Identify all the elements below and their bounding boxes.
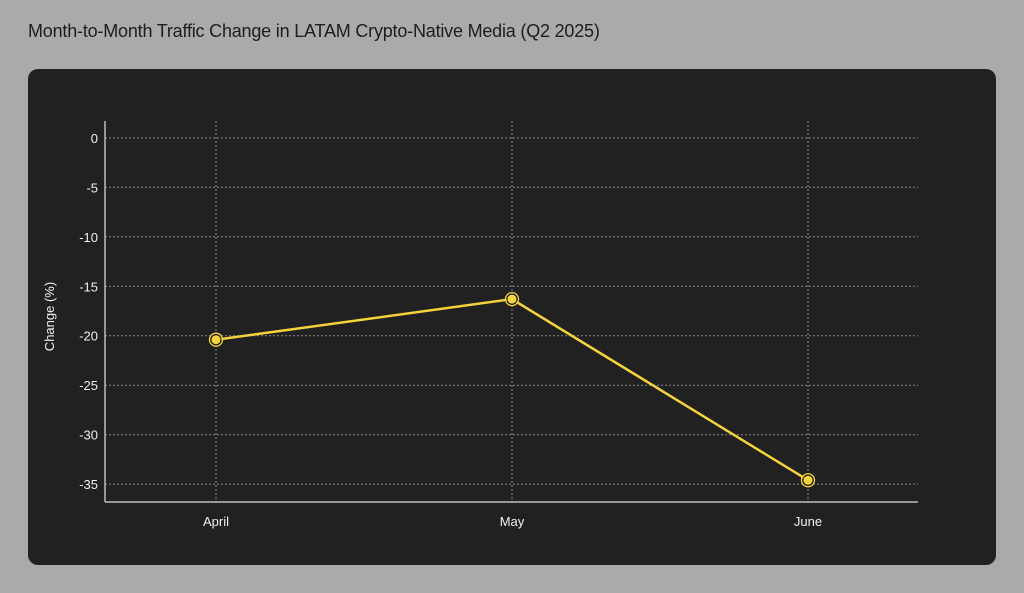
- data-point-ring: [208, 332, 224, 347]
- y-tick-label: -30: [79, 428, 98, 443]
- y-tick-label: -35: [79, 477, 98, 492]
- data-point-ring: [504, 291, 520, 307]
- y-tick-label: 0: [91, 131, 98, 146]
- y-tick-label: -10: [79, 230, 98, 245]
- data-point-ring: [800, 473, 816, 488]
- y-tick-label: -5: [86, 180, 98, 195]
- x-tick-label: June: [794, 514, 822, 529]
- data-point: [506, 293, 518, 305]
- y-tick-label: -15: [79, 279, 98, 294]
- chart-title: Month-to-Month Traffic Change in LATAM C…: [28, 21, 600, 41]
- y-tick-label: -25: [79, 378, 98, 393]
- x-tick-label: April: [203, 514, 229, 529]
- y-tick-label: -20: [79, 329, 98, 344]
- data-point: [802, 474, 814, 486]
- y-axis-label: Change (%): [42, 282, 57, 351]
- data-point: [210, 334, 222, 346]
- x-tick-label: May: [500, 514, 525, 529]
